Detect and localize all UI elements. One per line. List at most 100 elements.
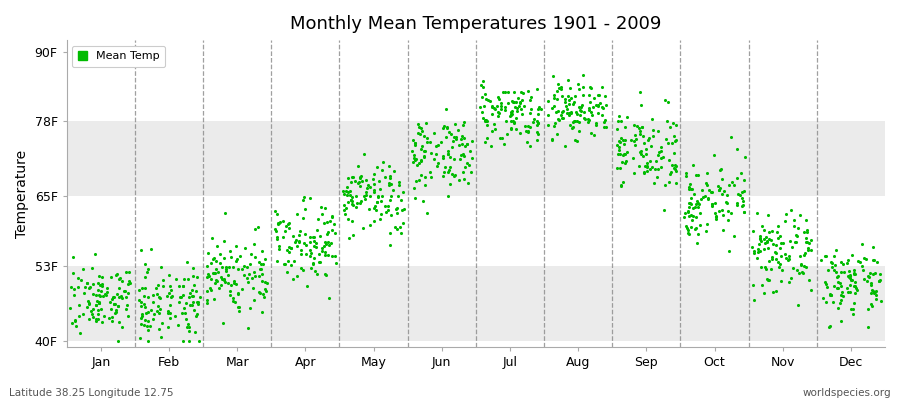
Point (303, 264, 318, 271)
Point (549, 131, 563, 137)
Point (67, 270, 81, 276)
Point (218, 210, 232, 216)
Point (507, 119, 521, 126)
Point (346, 202, 361, 208)
Point (182, 294, 196, 300)
Point (228, 299, 242, 306)
Point (374, 198, 388, 204)
Point (76, 266, 90, 272)
Point (186, 265, 201, 272)
Point (408, 157, 422, 163)
Point (530, 117, 544, 124)
Point (382, 230, 397, 236)
Point (757, 245, 771, 252)
Point (350, 180, 365, 186)
Point (454, 132, 469, 139)
Point (176, 282, 191, 289)
Point (431, 160, 446, 166)
Point (568, 92, 582, 99)
Point (319, 240, 333, 247)
Point (832, 280, 847, 286)
Point (825, 298, 840, 305)
Point (512, 130, 526, 136)
Point (165, 293, 179, 299)
Point (827, 267, 842, 274)
Point (346, 232, 360, 238)
Point (298, 206, 312, 212)
Point (864, 280, 878, 286)
Point (867, 257, 881, 263)
Point (365, 176, 380, 182)
Point (367, 189, 382, 195)
Point (665, 140, 680, 146)
Point (613, 138, 627, 145)
Point (452, 142, 466, 149)
Point (788, 239, 802, 246)
Point (149, 308, 164, 315)
Point (614, 118, 628, 124)
Point (361, 182, 375, 188)
Point (209, 258, 223, 264)
Point (360, 184, 374, 191)
Point (436, 125, 451, 131)
Text: worldspecies.org: worldspecies.org (803, 388, 891, 398)
Point (446, 144, 460, 150)
Point (715, 191, 729, 197)
Point (845, 277, 859, 284)
Point (311, 259, 326, 265)
Point (591, 102, 606, 109)
Point (174, 294, 188, 300)
Point (662, 179, 676, 185)
Point (752, 248, 767, 254)
Point (774, 278, 788, 284)
Point (555, 108, 570, 115)
Point (343, 192, 357, 198)
Point (708, 214, 723, 221)
Point (115, 278, 130, 284)
Point (774, 267, 788, 274)
Point (750, 255, 764, 261)
Point (616, 152, 630, 159)
Point (476, 114, 491, 121)
Point (746, 228, 760, 234)
Point (366, 218, 381, 224)
Point (670, 122, 684, 128)
Point (285, 232, 300, 239)
Point (63, 305, 77, 311)
Point (709, 213, 724, 220)
Point (88, 316, 103, 322)
Point (325, 213, 339, 219)
Point (624, 136, 638, 143)
Point (685, 217, 699, 224)
Point (577, 115, 591, 121)
Point (382, 182, 397, 188)
Point (737, 209, 751, 215)
Point (598, 117, 612, 123)
Point (444, 131, 458, 138)
Point (691, 231, 706, 238)
Point (716, 227, 730, 233)
Point (690, 198, 705, 204)
Point (782, 256, 796, 262)
Point (500, 89, 515, 96)
Point (366, 180, 381, 187)
Point (611, 138, 625, 144)
Point (418, 120, 433, 126)
Point (374, 167, 389, 174)
Point (104, 274, 118, 280)
Point (618, 160, 633, 166)
Point (627, 169, 642, 176)
Point (814, 257, 828, 263)
Point (573, 104, 588, 110)
Point (172, 283, 186, 290)
Point (319, 205, 333, 211)
Point (591, 92, 606, 98)
Point (770, 259, 785, 265)
Point (112, 276, 126, 282)
Point (345, 218, 359, 224)
Point (688, 225, 703, 231)
Point (217, 255, 231, 262)
Point (242, 304, 256, 311)
Title: Monthly Mean Temperatures 1901 - 2009: Monthly Mean Temperatures 1901 - 2009 (290, 15, 662, 33)
Point (114, 295, 129, 301)
